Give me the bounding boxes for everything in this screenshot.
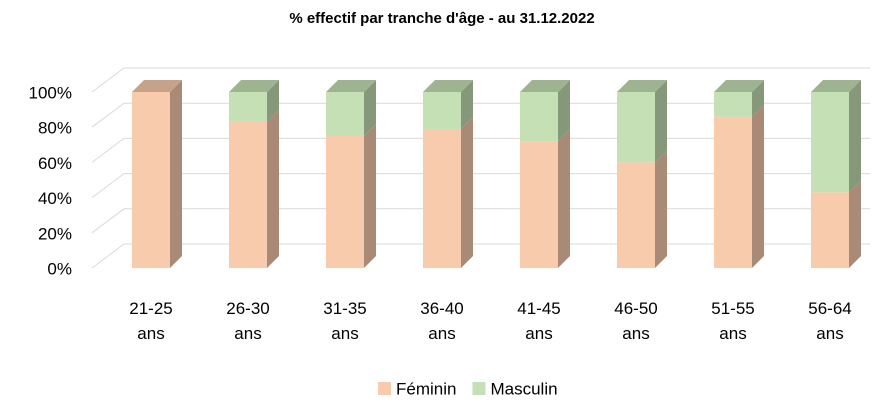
bar bbox=[326, 92, 364, 136]
bar-side bbox=[752, 104, 764, 268]
bar bbox=[811, 192, 849, 268]
bar-side bbox=[364, 80, 376, 136]
bar bbox=[423, 92, 461, 129]
y-tick-label: 100% bbox=[29, 83, 72, 102]
bar-side bbox=[655, 80, 667, 163]
x-tick-label: 31-35 ans bbox=[323, 299, 367, 343]
y-tick-label: 80% bbox=[38, 119, 72, 138]
bar-side bbox=[267, 109, 279, 268]
bar-top bbox=[520, 80, 570, 92]
y-tick-label: 40% bbox=[38, 189, 72, 208]
bar bbox=[229, 121, 267, 268]
bar bbox=[423, 128, 461, 268]
bar-top bbox=[423, 80, 473, 92]
bar bbox=[229, 92, 267, 122]
bar-side bbox=[558, 80, 570, 142]
x-tick-label: 51-55 ans bbox=[711, 299, 755, 343]
bar bbox=[520, 92, 558, 142]
bar-side bbox=[267, 80, 279, 122]
bar-top bbox=[811, 80, 861, 92]
bar-side bbox=[170, 80, 182, 268]
legend-swatch bbox=[378, 382, 391, 395]
x-tick-label: 26-30 ans bbox=[226, 299, 270, 343]
bar bbox=[617, 92, 655, 163]
bar-side bbox=[752, 80, 764, 117]
x-tick-label: 21-25 ans bbox=[129, 299, 173, 343]
x-tick-label: 46-50 ans bbox=[614, 299, 658, 343]
bar-side bbox=[461, 80, 473, 129]
x-tick-label: 41-45 ans bbox=[517, 299, 561, 343]
bar-side bbox=[849, 80, 861, 193]
bar bbox=[714, 92, 752, 117]
bar-top bbox=[229, 80, 279, 92]
bar bbox=[714, 116, 752, 268]
bar-side bbox=[655, 150, 667, 268]
legend-swatch bbox=[472, 382, 486, 395]
bar-side bbox=[364, 124, 376, 268]
bar-top bbox=[617, 80, 667, 92]
y-tick-label: 0% bbox=[47, 259, 72, 278]
x-tick-label: 36-40 ans bbox=[420, 299, 464, 343]
bar-top bbox=[132, 80, 182, 92]
bar-side bbox=[558, 129, 570, 268]
x-tick-label: 56-64 ans bbox=[808, 299, 852, 343]
bar bbox=[520, 141, 558, 268]
legend-label: Masculin bbox=[490, 379, 557, 398]
y-tick-label: 60% bbox=[38, 154, 72, 173]
bar bbox=[132, 92, 170, 268]
bar bbox=[617, 162, 655, 268]
bar bbox=[326, 136, 364, 268]
bar-top bbox=[714, 80, 764, 92]
grid-line bbox=[91, 67, 870, 93]
bar-side bbox=[461, 116, 473, 269]
legend-label: Féminin bbox=[396, 379, 456, 398]
y-tick-label: 20% bbox=[38, 224, 72, 243]
bar bbox=[811, 92, 849, 193]
bar-side bbox=[849, 180, 861, 268]
bar-top bbox=[326, 80, 376, 92]
chart-title: % effectif par tranche d'âge - au 31.12.… bbox=[289, 10, 594, 27]
